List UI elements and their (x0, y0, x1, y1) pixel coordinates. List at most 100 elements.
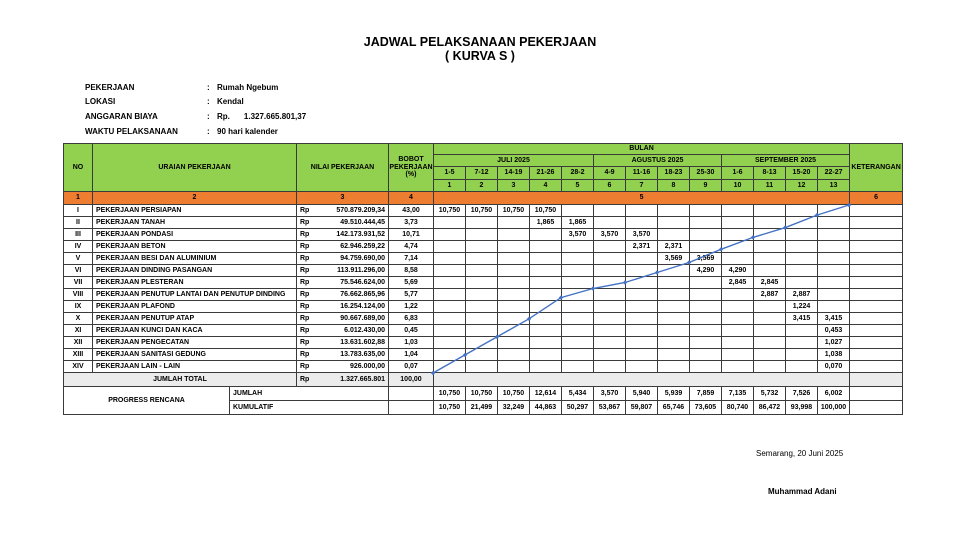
row-number: VI (63, 264, 93, 277)
progress-value-cell: 7,135 (721, 386, 754, 401)
week-weight-cell (689, 324, 722, 337)
col-header-bobot: BOBOT PEKERJAAN (%) (388, 143, 434, 192)
week-weight-cell (721, 360, 754, 373)
progress-value-cell: 44,863 (529, 400, 562, 415)
row-number: XII (63, 336, 93, 349)
week-weight-cell (465, 264, 498, 277)
progress-value-cell: 32,249 (497, 400, 530, 415)
week-weight-cell (497, 300, 530, 313)
week-weight-cell (529, 240, 562, 253)
work-item-row: V PEKERJAAN BESI DAN ALUMINIUM Rp 94.759.69… (63, 252, 904, 265)
progress-keterangan (849, 386, 904, 401)
schedule-table: NO URAIAN PEKERJAAN NILAI PEKERJAAN BOBO… (63, 143, 904, 415)
row-number: IX (63, 300, 93, 313)
week-weight-cell (816, 264, 851, 277)
week-weight-cell (529, 252, 562, 265)
week-weight-cell: 2,371 (657, 240, 690, 253)
work-item-value: Rp 6.012.430,00 (296, 324, 389, 337)
week-weight-cell (785, 216, 818, 229)
total-label: JUMLAH TOTAL (63, 372, 297, 387)
week-range-header: 28-2 (561, 166, 594, 180)
week-weight-cell (529, 360, 562, 373)
currency-label: Rp (300, 230, 310, 238)
keterangan-cell (849, 360, 904, 373)
value-amount: 49.510.444,45 (340, 218, 385, 226)
week-weight-cell (689, 240, 722, 253)
value-amount: 62.946.259,22 (340, 242, 385, 250)
work-item-row: IX PEKERJAAN PLAFOND Rp 16.254.124,00 1,22 1,… (63, 300, 904, 313)
value-amount: 113.911.296,00 (337, 266, 385, 274)
row-number: II (63, 216, 93, 229)
week-weight-cell (433, 288, 466, 301)
work-item-weight: 1,04 (388, 348, 434, 361)
week-weight-cell (593, 252, 626, 265)
currency-label: Rp (300, 266, 310, 274)
week-weight-cell: 1,038 (816, 348, 851, 361)
week-weight-cell (561, 288, 594, 301)
keterangan-cell (849, 252, 904, 265)
project-info: PEKERJAAN : Rumah Ngebum LOKASI : Kendal… (85, 80, 306, 138)
week-weight-cell (529, 336, 562, 349)
month-header-september: SEPTEMBER 2025 (720, 154, 851, 167)
progress-value-cell: 21,499 (465, 400, 498, 415)
value-amount: 76.662.865,96 (340, 290, 385, 298)
week-weight-cell (625, 288, 658, 301)
keterangan-cell (849, 336, 904, 349)
week-weight-cell (753, 216, 786, 229)
work-item-value: Rp 90.667.689,00 (296, 312, 389, 325)
work-item-name: PEKERJAAN PONDASI (92, 228, 297, 241)
week-weight-cell (753, 324, 786, 337)
title-line1: JADWAL PELAKSANAAN PEKERJAAN (363, 35, 597, 49)
keterangan-cell (849, 348, 904, 361)
week-weight-cell (721, 288, 754, 301)
progress-value-cell: 5,732 (753, 386, 786, 401)
week-weight-cell (657, 324, 690, 337)
week-weight-cell (561, 360, 594, 373)
week-weight-cell: 3,415 (816, 312, 851, 325)
week-weight-cell: 3,570 (561, 228, 594, 241)
row-number: III (63, 228, 93, 241)
week-weight-cell: 10,750 (497, 204, 530, 217)
progress-jumlah-label: JUMLAH (229, 386, 389, 401)
week-weight-cell (753, 360, 786, 373)
week-weight-cell (433, 312, 466, 325)
work-item-name: PEKERJAAN PLESTERAN (92, 276, 297, 289)
progress-value-cell: 10,750 (465, 386, 498, 401)
week-weight-cell (593, 324, 626, 337)
week-weight-cell (785, 240, 818, 253)
week-weight-cell (785, 228, 818, 241)
work-item-name: PEKERJAAN TANAH (92, 216, 297, 229)
colnum-cell: 5 (432, 191, 851, 205)
week-weight-cell (561, 252, 594, 265)
keterangan-cell (849, 264, 904, 277)
week-weight-cell (465, 228, 498, 241)
work-item-weight: 3,73 (388, 216, 434, 229)
colnum-cell: 3 (296, 191, 389, 205)
info-value: Rp. (217, 111, 230, 121)
week-range-header: 1-6 (721, 166, 754, 180)
week-weight-cell: 1,865 (561, 216, 594, 229)
total-keterangan (849, 372, 904, 387)
currency-label: Rp (300, 326, 310, 334)
week-weight-cell (465, 288, 498, 301)
work-item-value: Rp 13.783.635,00 (296, 348, 389, 361)
week-weight-cell (529, 288, 562, 301)
column-number-band: 1 2 3 4 5 6 (63, 191, 904, 205)
work-item-value: Rp 13.631.602,88 (296, 336, 389, 349)
progress-value-cell: 80,740 (721, 400, 754, 415)
week-weight-cell (465, 252, 498, 265)
week-weight-cell (529, 324, 562, 337)
week-weight-cell: 10,750 (433, 204, 466, 217)
keterangan-cell (849, 276, 904, 289)
keterangan-cell (849, 228, 904, 241)
week-weight-cell: 3,570 (593, 228, 626, 241)
week-number-header: 8 (657, 179, 690, 192)
progress-value-cell: 93,998 (785, 400, 818, 415)
progress-value-cell: 86,472 (753, 400, 786, 415)
week-number-header: 11 (753, 179, 786, 192)
week-weight-cell (465, 300, 498, 313)
week-weight-cell (497, 360, 530, 373)
week-weight-cell (561, 264, 594, 277)
week-weight-cell: 1,224 (785, 300, 818, 313)
week-weight-cell (721, 216, 754, 229)
